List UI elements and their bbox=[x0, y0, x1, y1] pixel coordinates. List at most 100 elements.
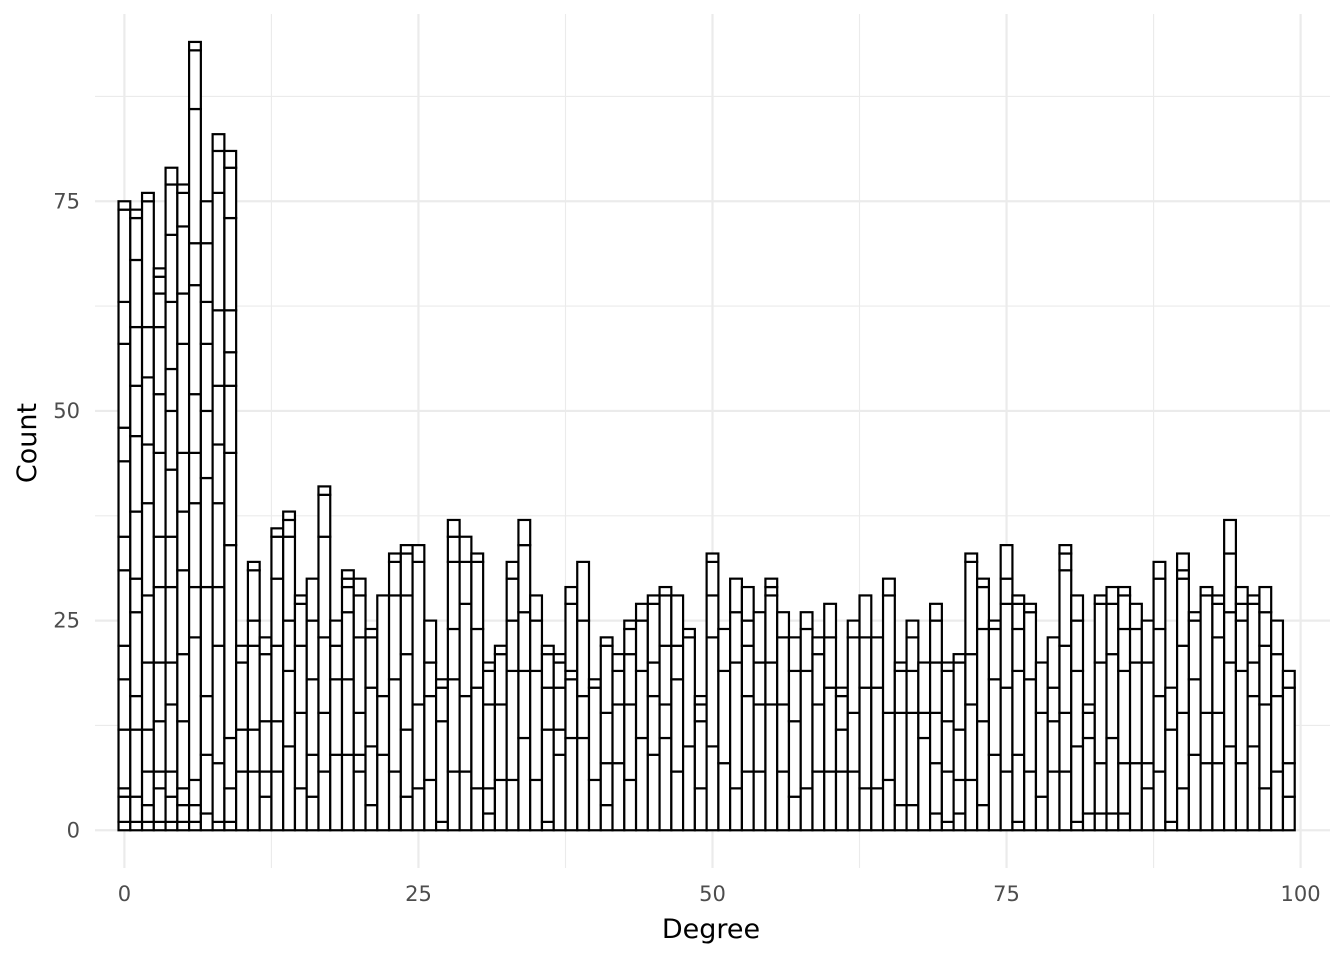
histogram-bar-segment bbox=[152, 661, 167, 723]
histogram-bar-segment bbox=[364, 636, 379, 689]
histogram-bar-segment bbox=[658, 594, 673, 647]
histogram-bar-segment bbox=[129, 434, 144, 513]
histogram-bar-segment bbox=[1070, 745, 1085, 823]
histogram-bar-segment bbox=[1223, 518, 1238, 555]
histogram-bar-segment bbox=[152, 393, 167, 454]
histogram-bar-segment bbox=[1258, 611, 1273, 647]
histogram-bar-segment bbox=[340, 585, 355, 614]
histogram-bar-segment bbox=[1070, 820, 1085, 832]
histogram-bar-segment bbox=[223, 166, 238, 220]
histogram-bar-segment bbox=[1046, 770, 1061, 832]
histogram-bar-segment bbox=[387, 678, 402, 773]
histogram-bar-segment bbox=[1223, 552, 1238, 614]
histogram-bar-segment bbox=[540, 686, 555, 731]
histogram-bar-segment bbox=[1187, 678, 1202, 756]
histogram-bar-segment bbox=[446, 560, 461, 631]
histogram-bar-segment bbox=[1258, 644, 1273, 706]
histogram-bar-segment bbox=[364, 686, 379, 748]
histogram-bar-segment bbox=[340, 611, 355, 681]
histogram-bar-segment bbox=[1211, 711, 1226, 765]
histogram-bar-segment bbox=[693, 703, 708, 723]
histogram-bar-segment bbox=[1246, 661, 1261, 698]
histogram-bar-segment bbox=[282, 510, 297, 522]
histogram-bar-segment bbox=[1152, 627, 1167, 698]
histogram-bar-segment bbox=[776, 636, 791, 706]
histogram-bar-segment bbox=[152, 451, 167, 538]
histogram-bar-segment bbox=[164, 661, 179, 706]
histogram-bar-segment bbox=[928, 661, 943, 714]
histogram-bar-segment bbox=[329, 678, 344, 756]
histogram-bar-segment bbox=[717, 627, 732, 673]
histogram-bar-segment bbox=[1270, 694, 1285, 773]
histogram-bar-segment bbox=[164, 770, 179, 798]
histogram-bar-segment bbox=[905, 636, 920, 673]
histogram-bar-segment bbox=[1034, 661, 1049, 714]
histogram-bar-segment bbox=[211, 820, 226, 832]
histogram-bar-segment bbox=[387, 770, 402, 832]
histogram-bar-segment bbox=[1070, 669, 1085, 748]
histogram-bar-segment bbox=[846, 636, 861, 714]
histogram-bar-segment bbox=[458, 560, 473, 605]
histogram-bar-segment bbox=[164, 535, 179, 589]
histogram-bar-segment bbox=[564, 669, 579, 681]
histogram-bar-segment bbox=[152, 770, 167, 790]
histogram-bar-segment bbox=[329, 644, 344, 681]
histogram-bar-segment bbox=[1281, 762, 1296, 798]
histogram-bar-segment bbox=[658, 703, 673, 740]
histogram-bar-segment bbox=[235, 661, 250, 731]
histogram-bar-segment bbox=[987, 678, 1002, 756]
histogram-bar-segment bbox=[905, 711, 920, 807]
histogram-bar-segment bbox=[117, 569, 132, 647]
histogram-bar-segment bbox=[999, 602, 1014, 689]
histogram-bar-segment bbox=[928, 711, 943, 765]
x-tick-label: 0 bbox=[118, 882, 131, 906]
histogram-bar-segment bbox=[223, 309, 238, 354]
histogram-bar-segment bbox=[1164, 728, 1179, 823]
histogram-bar-segment bbox=[1246, 594, 1261, 605]
histogram-bar-segment bbox=[199, 242, 214, 304]
histogram-bar-segment bbox=[117, 535, 132, 572]
histogram-bar-segment bbox=[505, 669, 520, 782]
x-tick-label: 100 bbox=[1281, 882, 1321, 906]
histogram-bar-segment bbox=[117, 200, 132, 211]
histogram-bar-segment bbox=[470, 627, 485, 689]
histogram-bar-segment bbox=[717, 762, 732, 832]
histogram-bar-segment bbox=[646, 753, 661, 832]
histogram-bar-segment bbox=[1211, 594, 1226, 605]
histogram-bar-segment bbox=[681, 745, 696, 832]
histogram-bar-segment bbox=[964, 703, 979, 782]
histogram-bar-segment bbox=[540, 644, 555, 656]
histogram-bar-segment bbox=[223, 384, 238, 454]
histogram-bar-segment bbox=[493, 644, 508, 656]
histogram-bar-segment bbox=[187, 804, 202, 823]
histogram-bar-segment bbox=[1199, 594, 1214, 714]
histogram-bar-segment bbox=[164, 166, 179, 186]
histogram-bar-segment bbox=[823, 686, 838, 773]
histogram-bar-segment bbox=[811, 653, 826, 706]
histogram-bar-segment bbox=[1152, 560, 1167, 580]
histogram-bar-segment bbox=[470, 787, 485, 832]
histogram-bar-segment bbox=[282, 518, 297, 538]
histogram-bar-segment bbox=[340, 569, 355, 580]
histogram-bar-segment bbox=[470, 552, 485, 563]
histogram-bar-segment bbox=[164, 820, 179, 832]
histogram-bar-segment bbox=[352, 594, 367, 639]
histogram-bar-segment bbox=[140, 728, 155, 773]
histogram-bar-segment bbox=[529, 669, 544, 782]
histogram-bar-segment bbox=[411, 544, 426, 563]
histogram-bar-segment bbox=[705, 560, 720, 597]
histogram-bar-segment bbox=[152, 275, 167, 295]
histogram-bar-segment bbox=[470, 560, 485, 631]
histogram-bar-segment bbox=[176, 804, 191, 823]
x-tick-label: 25 bbox=[405, 882, 432, 906]
histogram-bar-segment bbox=[376, 753, 391, 832]
histogram-bar-segment bbox=[940, 669, 955, 723]
histogram-bar-segment bbox=[1234, 669, 1249, 765]
histogram-bar-segment bbox=[482, 669, 497, 706]
histogram-bar-segment bbox=[1117, 669, 1132, 765]
histogram-bar-segment bbox=[1058, 544, 1073, 555]
histogram-bar-segment bbox=[152, 820, 167, 832]
histogram-bar-segment bbox=[270, 577, 285, 647]
histogram-bar-segment bbox=[140, 376, 155, 446]
histogram-bar-segment bbox=[211, 191, 226, 312]
